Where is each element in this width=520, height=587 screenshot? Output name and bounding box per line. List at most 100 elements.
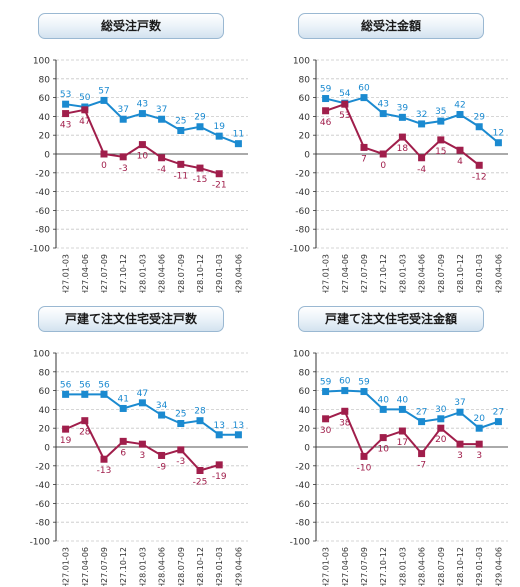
data-point [62, 390, 70, 398]
x-tick-label: H28.07-09 [437, 254, 446, 293]
x-tick-label: H27.04-06 [81, 547, 90, 586]
data-point [158, 411, 166, 419]
x-tick-label: H28.07-09 [177, 254, 186, 293]
data-point [322, 415, 330, 423]
data-point [437, 117, 445, 125]
data-label: 56 [79, 380, 91, 390]
data-label: 3 [457, 451, 463, 461]
y-tick-label: -100 [290, 245, 311, 255]
x-tick-label: H28.04-06 [158, 254, 167, 293]
data-point [360, 388, 368, 396]
data-point [158, 154, 166, 162]
data-point [100, 390, 108, 398]
x-tick-label: H28.01-03 [138, 254, 147, 293]
y-tick-label: 20 [299, 132, 311, 142]
y-tick-label: 40 [39, 406, 51, 416]
data-point [138, 141, 146, 149]
data-point [62, 425, 70, 433]
data-label: 32 [416, 110, 427, 120]
data-label: 47 [79, 117, 90, 127]
data-point [62, 110, 70, 118]
chart-title: 総受注戸数 [38, 13, 224, 39]
data-point [215, 170, 223, 178]
data-point [379, 434, 387, 442]
y-tick-label: -20 [35, 169, 50, 179]
data-label: 27 [416, 408, 427, 418]
y-tick-label: 20 [39, 132, 51, 142]
data-label: -25 [193, 478, 208, 488]
y-tick-label: 100 [293, 350, 310, 360]
data-point [418, 120, 426, 128]
data-label: 30 [320, 426, 332, 436]
y-tick-label: -60 [35, 207, 50, 217]
x-tick-label: H27.01-03 [62, 547, 71, 586]
data-label: 40 [397, 395, 409, 405]
y-tick-label: 80 [299, 368, 311, 378]
data-label: -4 [157, 165, 166, 175]
data-label: 4 [457, 157, 463, 167]
data-label: -12 [472, 172, 487, 182]
data-label: -4 [417, 165, 426, 175]
x-tick-label: H27.07-09 [100, 547, 109, 586]
data-point [379, 110, 387, 118]
x-tick-label: H28.01-03 [398, 254, 407, 293]
x-tick-label: H27.07-09 [360, 547, 369, 586]
data-point [418, 418, 426, 426]
data-label: 56 [98, 380, 110, 390]
data-label: 37 [156, 105, 167, 115]
y-tick-label: 60 [299, 94, 311, 104]
data-point [81, 417, 89, 425]
x-tick-label: H27.10-12 [379, 254, 388, 293]
data-label: -9 [157, 462, 166, 472]
data-label: 11 [233, 130, 244, 140]
x-tick-label: H29.04-06 [494, 254, 503, 293]
data-label: 18 [397, 144, 409, 154]
x-tick-label: H27.10-12 [379, 547, 388, 586]
data-label: -11 [173, 171, 188, 181]
data-label: 10 [377, 445, 389, 455]
data-point [437, 424, 445, 432]
data-label: 7 [361, 154, 367, 164]
y-tick-label: 60 [299, 387, 311, 397]
x-tick-label: H27.07-09 [100, 254, 109, 293]
data-label: 19 [213, 122, 225, 132]
data-label: 39 [397, 103, 409, 113]
data-label: 60 [358, 84, 370, 94]
series-line [65, 99, 239, 145]
data-point [234, 431, 242, 439]
x-tick-label: H28.10-12 [456, 547, 465, 586]
data-label: 59 [320, 85, 332, 95]
data-point [418, 450, 426, 458]
y-tick-label: -100 [30, 245, 51, 255]
data-point [475, 424, 483, 432]
y-tick-label: -80 [35, 226, 50, 236]
x-tick-label: H29.04-06 [234, 254, 243, 293]
y-tick-label: -60 [295, 500, 310, 510]
y-tick-label: 0 [304, 151, 310, 161]
data-point [215, 132, 223, 140]
data-label: 42 [454, 101, 465, 111]
data-point [322, 95, 330, 103]
data-point [379, 150, 387, 158]
data-label: -19 [212, 472, 227, 482]
data-point [196, 467, 204, 474]
data-point [360, 452, 368, 460]
data-point [119, 115, 127, 123]
data-label: 20 [435, 435, 447, 445]
data-label: 0 [380, 161, 386, 171]
data-point [494, 139, 502, 147]
y-tick-label: 80 [39, 368, 51, 378]
data-label: 3 [476, 451, 482, 461]
series-line [325, 389, 499, 430]
y-tick-label: 20 [299, 425, 311, 435]
y-tick-label: -80 [295, 226, 310, 236]
data-point [138, 399, 146, 407]
data-label: 12 [493, 129, 504, 139]
data-label: 46 [320, 118, 332, 128]
data-label: 6 [120, 448, 126, 458]
data-label: 60 [339, 377, 351, 387]
data-point [456, 146, 464, 154]
data-point [100, 150, 108, 158]
